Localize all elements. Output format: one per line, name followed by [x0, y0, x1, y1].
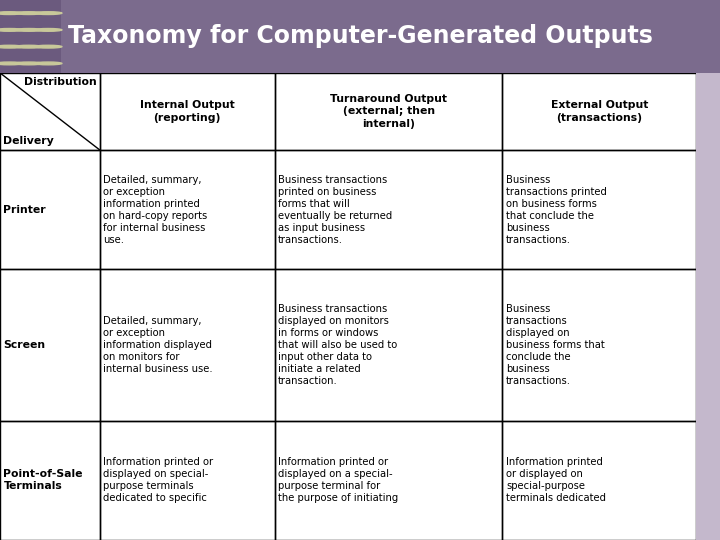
- Bar: [100, 269, 275, 421]
- Text: Point-of-Sale
Terminals: Point-of-Sale Terminals: [4, 469, 83, 491]
- Text: Business
transactions printed
on business forms
that conclude the
business
trans: Business transactions printed on busines…: [506, 174, 607, 245]
- Bar: [0, 0, 61, 73]
- Bar: [0, 269, 100, 421]
- Text: Printer: Printer: [4, 205, 46, 214]
- Bar: [503, 269, 696, 421]
- Circle shape: [35, 29, 62, 31]
- Bar: [100, 73, 275, 150]
- Circle shape: [15, 29, 42, 31]
- Bar: [275, 421, 503, 540]
- Text: Business transactions
printed on business
forms that will
eventually be returned: Business transactions printed on busines…: [278, 174, 392, 245]
- Text: Information printed or
displayed on a special-
purpose terminal for
the purpose : Information printed or displayed on a sp…: [278, 457, 398, 503]
- Circle shape: [0, 29, 23, 31]
- Text: Distribution: Distribution: [24, 77, 97, 86]
- Bar: [275, 150, 503, 269]
- Bar: [0, 421, 100, 540]
- Text: Detailed, summary,
or exception
information printed
on hard-copy reports
for int: Detailed, summary, or exception informat…: [103, 174, 207, 245]
- Text: Turnaround Output
(external; then
internal): Turnaround Output (external; then intern…: [330, 94, 447, 129]
- Circle shape: [35, 62, 62, 65]
- Bar: [503, 73, 696, 150]
- Text: Business
transactions
displayed on
business forms that
conclude the
business
tra: Business transactions displayed on busin…: [506, 304, 605, 386]
- Circle shape: [0, 12, 23, 15]
- Bar: [275, 269, 503, 421]
- Bar: [503, 150, 696, 269]
- Circle shape: [0, 62, 23, 65]
- Text: External Output
(transactions): External Output (transactions): [551, 100, 648, 123]
- Bar: [0, 73, 100, 150]
- Circle shape: [15, 62, 42, 65]
- Text: Delivery: Delivery: [3, 136, 53, 146]
- Bar: [503, 421, 696, 540]
- Text: Taxonomy for Computer-Generated Outputs: Taxonomy for Computer-Generated Outputs: [68, 24, 653, 49]
- Circle shape: [0, 45, 23, 48]
- Bar: [0, 150, 100, 269]
- Text: Information printed
or displayed on
special-purpose
terminals dedicated: Information printed or displayed on spec…: [506, 457, 606, 503]
- Circle shape: [35, 45, 62, 48]
- Circle shape: [35, 12, 62, 15]
- Text: Screen: Screen: [4, 340, 45, 350]
- Text: Information printed or
displayed on special-
purpose terminals
dedicated to spec: Information printed or displayed on spec…: [103, 457, 213, 503]
- Text: Business transactions
displayed on monitors
in forms or windows
that will also b: Business transactions displayed on monit…: [278, 304, 397, 386]
- Bar: [275, 73, 503, 150]
- Text: Internal Output
(reporting): Internal Output (reporting): [140, 100, 235, 123]
- Bar: [100, 150, 275, 269]
- Circle shape: [15, 45, 42, 48]
- Text: Detailed, summary,
or exception
information displayed
on monitors for
internal b: Detailed, summary, or exception informat…: [103, 316, 213, 374]
- Bar: [100, 421, 275, 540]
- Circle shape: [15, 12, 42, 15]
